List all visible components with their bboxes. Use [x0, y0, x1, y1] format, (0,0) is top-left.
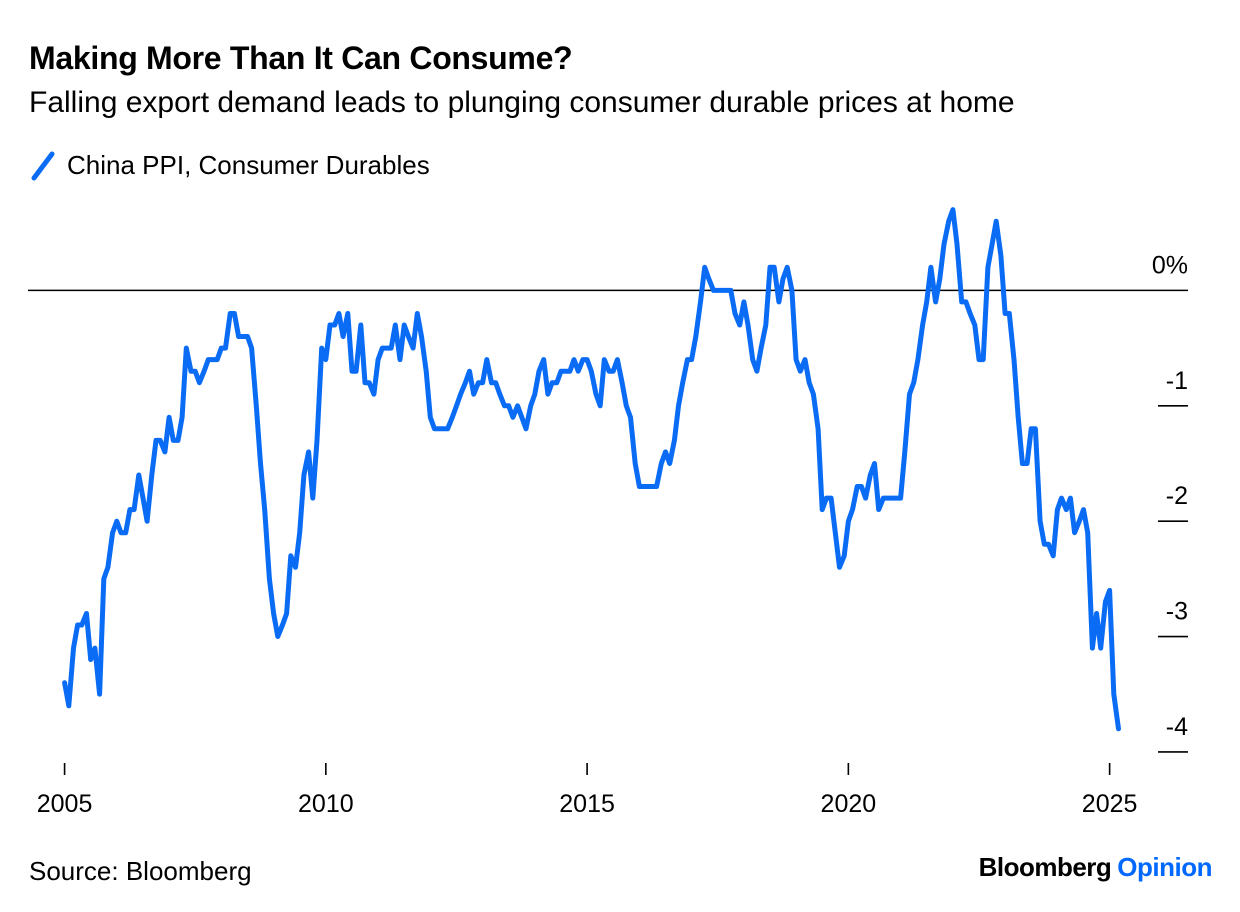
y-tick-label: -2: [1166, 482, 1188, 510]
y-tick-label: 0%: [1152, 251, 1188, 279]
series-line: [62, 207, 1121, 732]
chart-title: Making More Than It Can Consume?: [29, 40, 573, 76]
x-tick-label: 2015: [559, 790, 615, 818]
x-tick-label: 2005: [37, 790, 93, 818]
y-tick-label: -3: [1166, 598, 1188, 626]
y-tick-label: -4: [1166, 713, 1188, 741]
brand-logo: Bloomberg Opinion: [978, 852, 1213, 883]
brand-section: Opinion: [1117, 852, 1212, 882]
x-tick-label: 2020: [821, 790, 877, 818]
legend-label: China PPI, Consumer Durables: [67, 149, 430, 180]
legend-swatch-icon: [31, 151, 55, 181]
y-tick-label: -1: [1166, 367, 1188, 395]
legend: China PPI, Consumer Durables: [29, 148, 430, 182]
x-tick-label: 2010: [298, 790, 354, 818]
source-note: Source: Bloomberg: [29, 856, 252, 886]
x-tick-label: 2025: [1082, 790, 1138, 818]
chart-subtitle: Falling export demand leads to plunging …: [29, 86, 1015, 119]
brand-name: Bloomberg: [978, 852, 1112, 882]
